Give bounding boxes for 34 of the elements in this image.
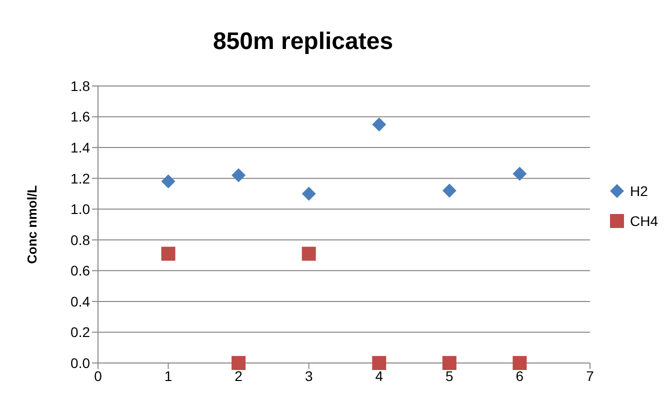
- point: [512, 166, 527, 181]
- point: [232, 168, 246, 182]
- y-tick-label: 0.0: [70, 354, 90, 371]
- point: [442, 184, 456, 198]
- point: [512, 356, 527, 370]
- point: [232, 356, 246, 370]
- x-tick-label: 4: [375, 368, 384, 384]
- point: [302, 186, 316, 201]
- y-tick-label: 1.4: [70, 140, 90, 156]
- x-tick-label: 2: [234, 368, 243, 384]
- x-tick-label: 0: [94, 368, 102, 384]
- x-tick-label: 3: [304, 368, 313, 384]
- y-tick-label: 1.6: [70, 108, 90, 125]
- point: [302, 246, 316, 261]
- y-tick-label: 0.8: [70, 232, 90, 248]
- point: [442, 356, 456, 370]
- point: [372, 117, 386, 132]
- point: [372, 356, 386, 370]
- y-axis-title: Conc nmol/L: [24, 185, 40, 264]
- y-tick-label: 1.2: [70, 170, 90, 186]
- chart-title: 850m replicates: [212, 28, 394, 56]
- point: [161, 174, 176, 188]
- x-tick-label: 7: [586, 368, 594, 384]
- point: [161, 246, 176, 261]
- y-tick-label: 1.0: [70, 201, 90, 218]
- legend-label: H2: [630, 182, 648, 198]
- x-tick-label: 5: [446, 368, 454, 384]
- y-tick-label: 0.6: [70, 262, 90, 279]
- x-tick-label: 1: [164, 368, 172, 384]
- legend-label: CH4: [630, 212, 658, 228]
- y-tick-label: 0.4: [70, 293, 90, 310]
- x-tick-label: 6: [516, 368, 524, 384]
- y-tick-label: 1.8: [70, 78, 90, 94]
- y-tick-label: 0.2: [70, 324, 90, 340]
